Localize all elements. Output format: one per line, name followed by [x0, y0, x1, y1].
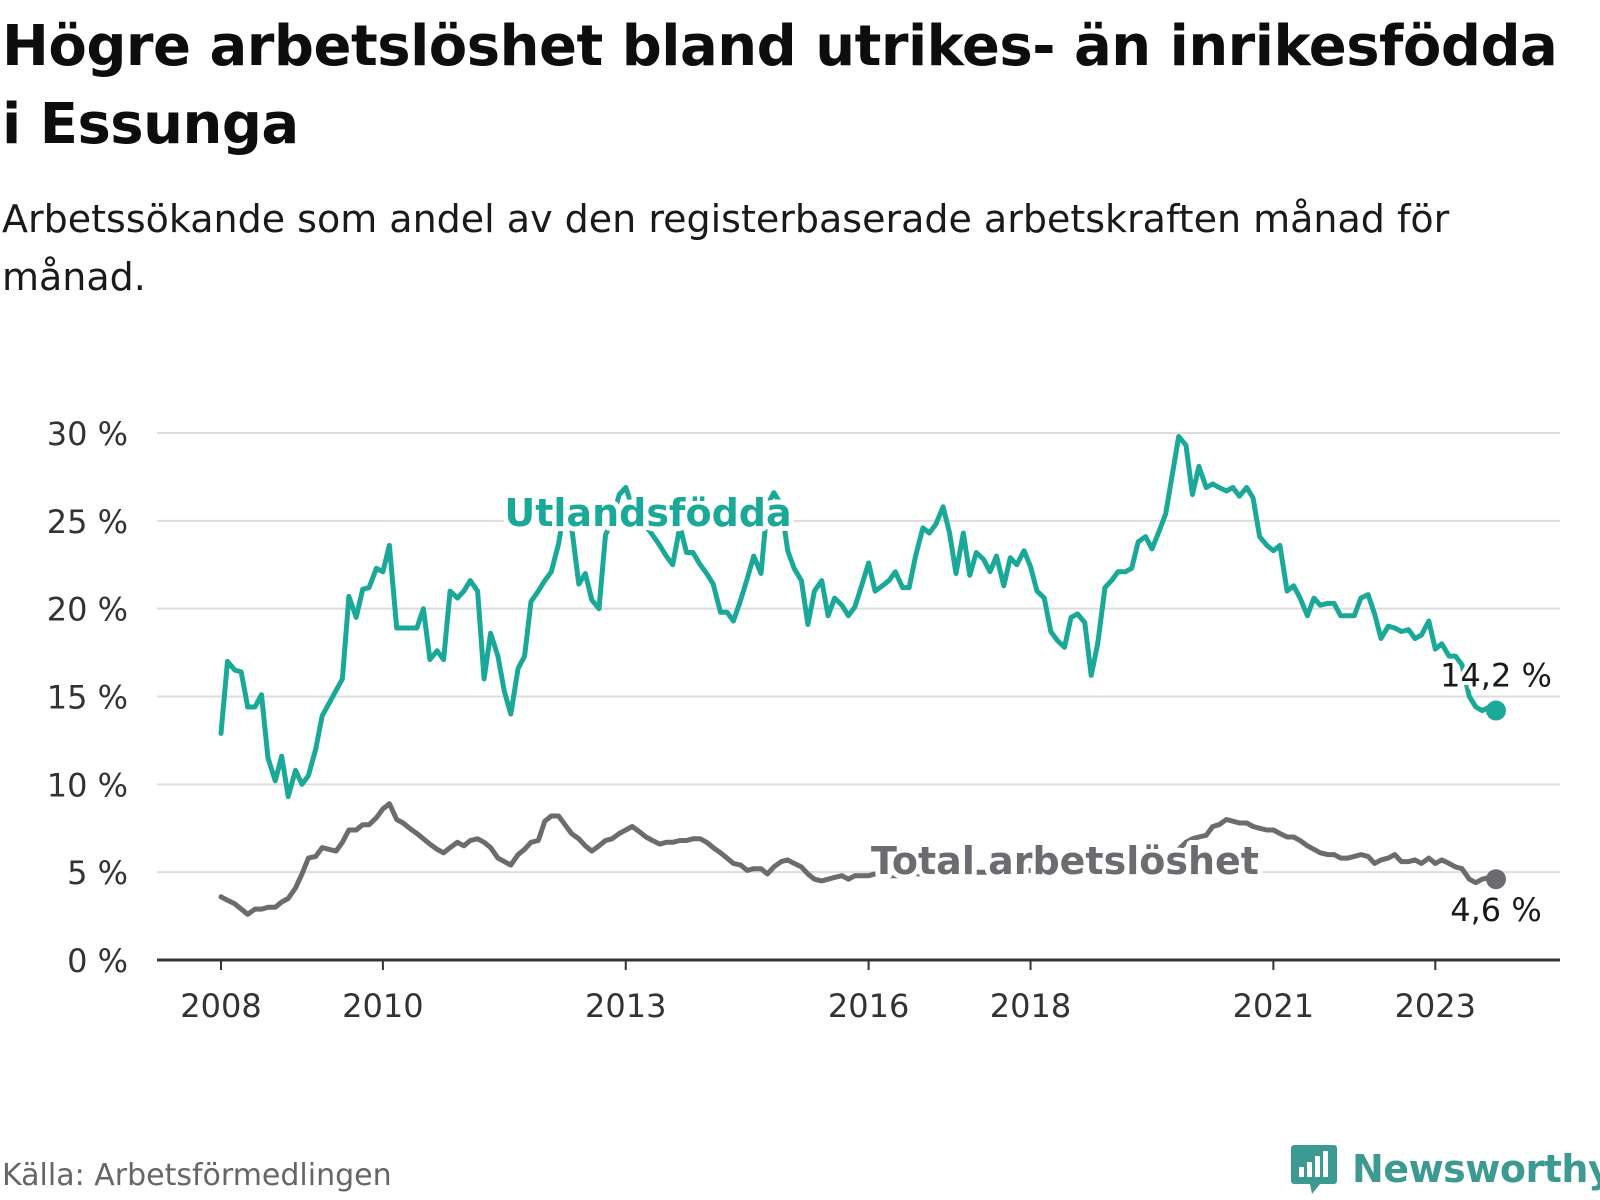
series-label-total-arbetsloshet: Total arbetslöshet: [871, 839, 1259, 883]
series-layer: [218, 434, 1506, 917]
end-point-utlandsfodda: [1486, 700, 1506, 721]
y-tick-label: 0 %: [67, 942, 128, 980]
chart-subtitle: Arbetssökande som andel av den registerb…: [2, 197, 1450, 299]
x-tick-label: 2008: [180, 987, 261, 1020]
axis-layer: 0 % 5 % 10 % 15 % 20 % 25 % 30 % 2008 2010 2013 20…: [47, 415, 1560, 1020]
y-tick-label: 20 %: [47, 591, 128, 629]
y-tick-label: 30 %: [47, 415, 128, 453]
series-line-total-arbetsloshet: [218, 801, 1499, 917]
brand-name: Newsworthy: [1352, 1147, 1600, 1191]
x-tick-label: 2023: [1395, 987, 1476, 1020]
end-label-total-arbetsloshet: 4,6 %: [1450, 891, 1541, 929]
brand-logo: Newsworthy: [1290, 1138, 1600, 1200]
series-line-utlandsfodda: [218, 434, 1499, 800]
x-tick-label: 2016: [828, 987, 909, 1020]
end-point-total-arbetsloshet: [1486, 869, 1506, 890]
line-chart: 0 % 5 % 10 % 15 % 20 % 25 % 30 % 2008 2010 2013 20…: [47, 415, 1560, 1020]
y-tick-label: 25 %: [47, 503, 128, 541]
x-tick-label: 2018: [990, 987, 1071, 1020]
y-tick-label: 15 %: [47, 679, 128, 717]
x-tick-label: 2013: [585, 987, 666, 1020]
y-tick-label: 5 %: [67, 854, 128, 892]
source-note: Källa: Arbetsförmedlingen: [2, 1158, 392, 1193]
series-label-utlandsfodda: Utlandsfödda: [504, 491, 791, 535]
y-tick-label: 10 %: [47, 766, 128, 804]
x-tick-label: 2010: [342, 987, 423, 1020]
grid-layer: [157, 432, 1560, 874]
chart-title: Högre arbetslöshet bland utrikes- än inr…: [2, 14, 1558, 157]
end-label-utlandsfodda: 14,2 %: [1440, 657, 1552, 695]
label-layer: Utlandsfödda Total arbetslöshet 14,2 % 4,6 …: [499, 486, 1556, 933]
bar-chart-speech-bubble-icon: [1291, 1145, 1337, 1194]
x-tick-label: 2021: [1233, 987, 1314, 1020]
